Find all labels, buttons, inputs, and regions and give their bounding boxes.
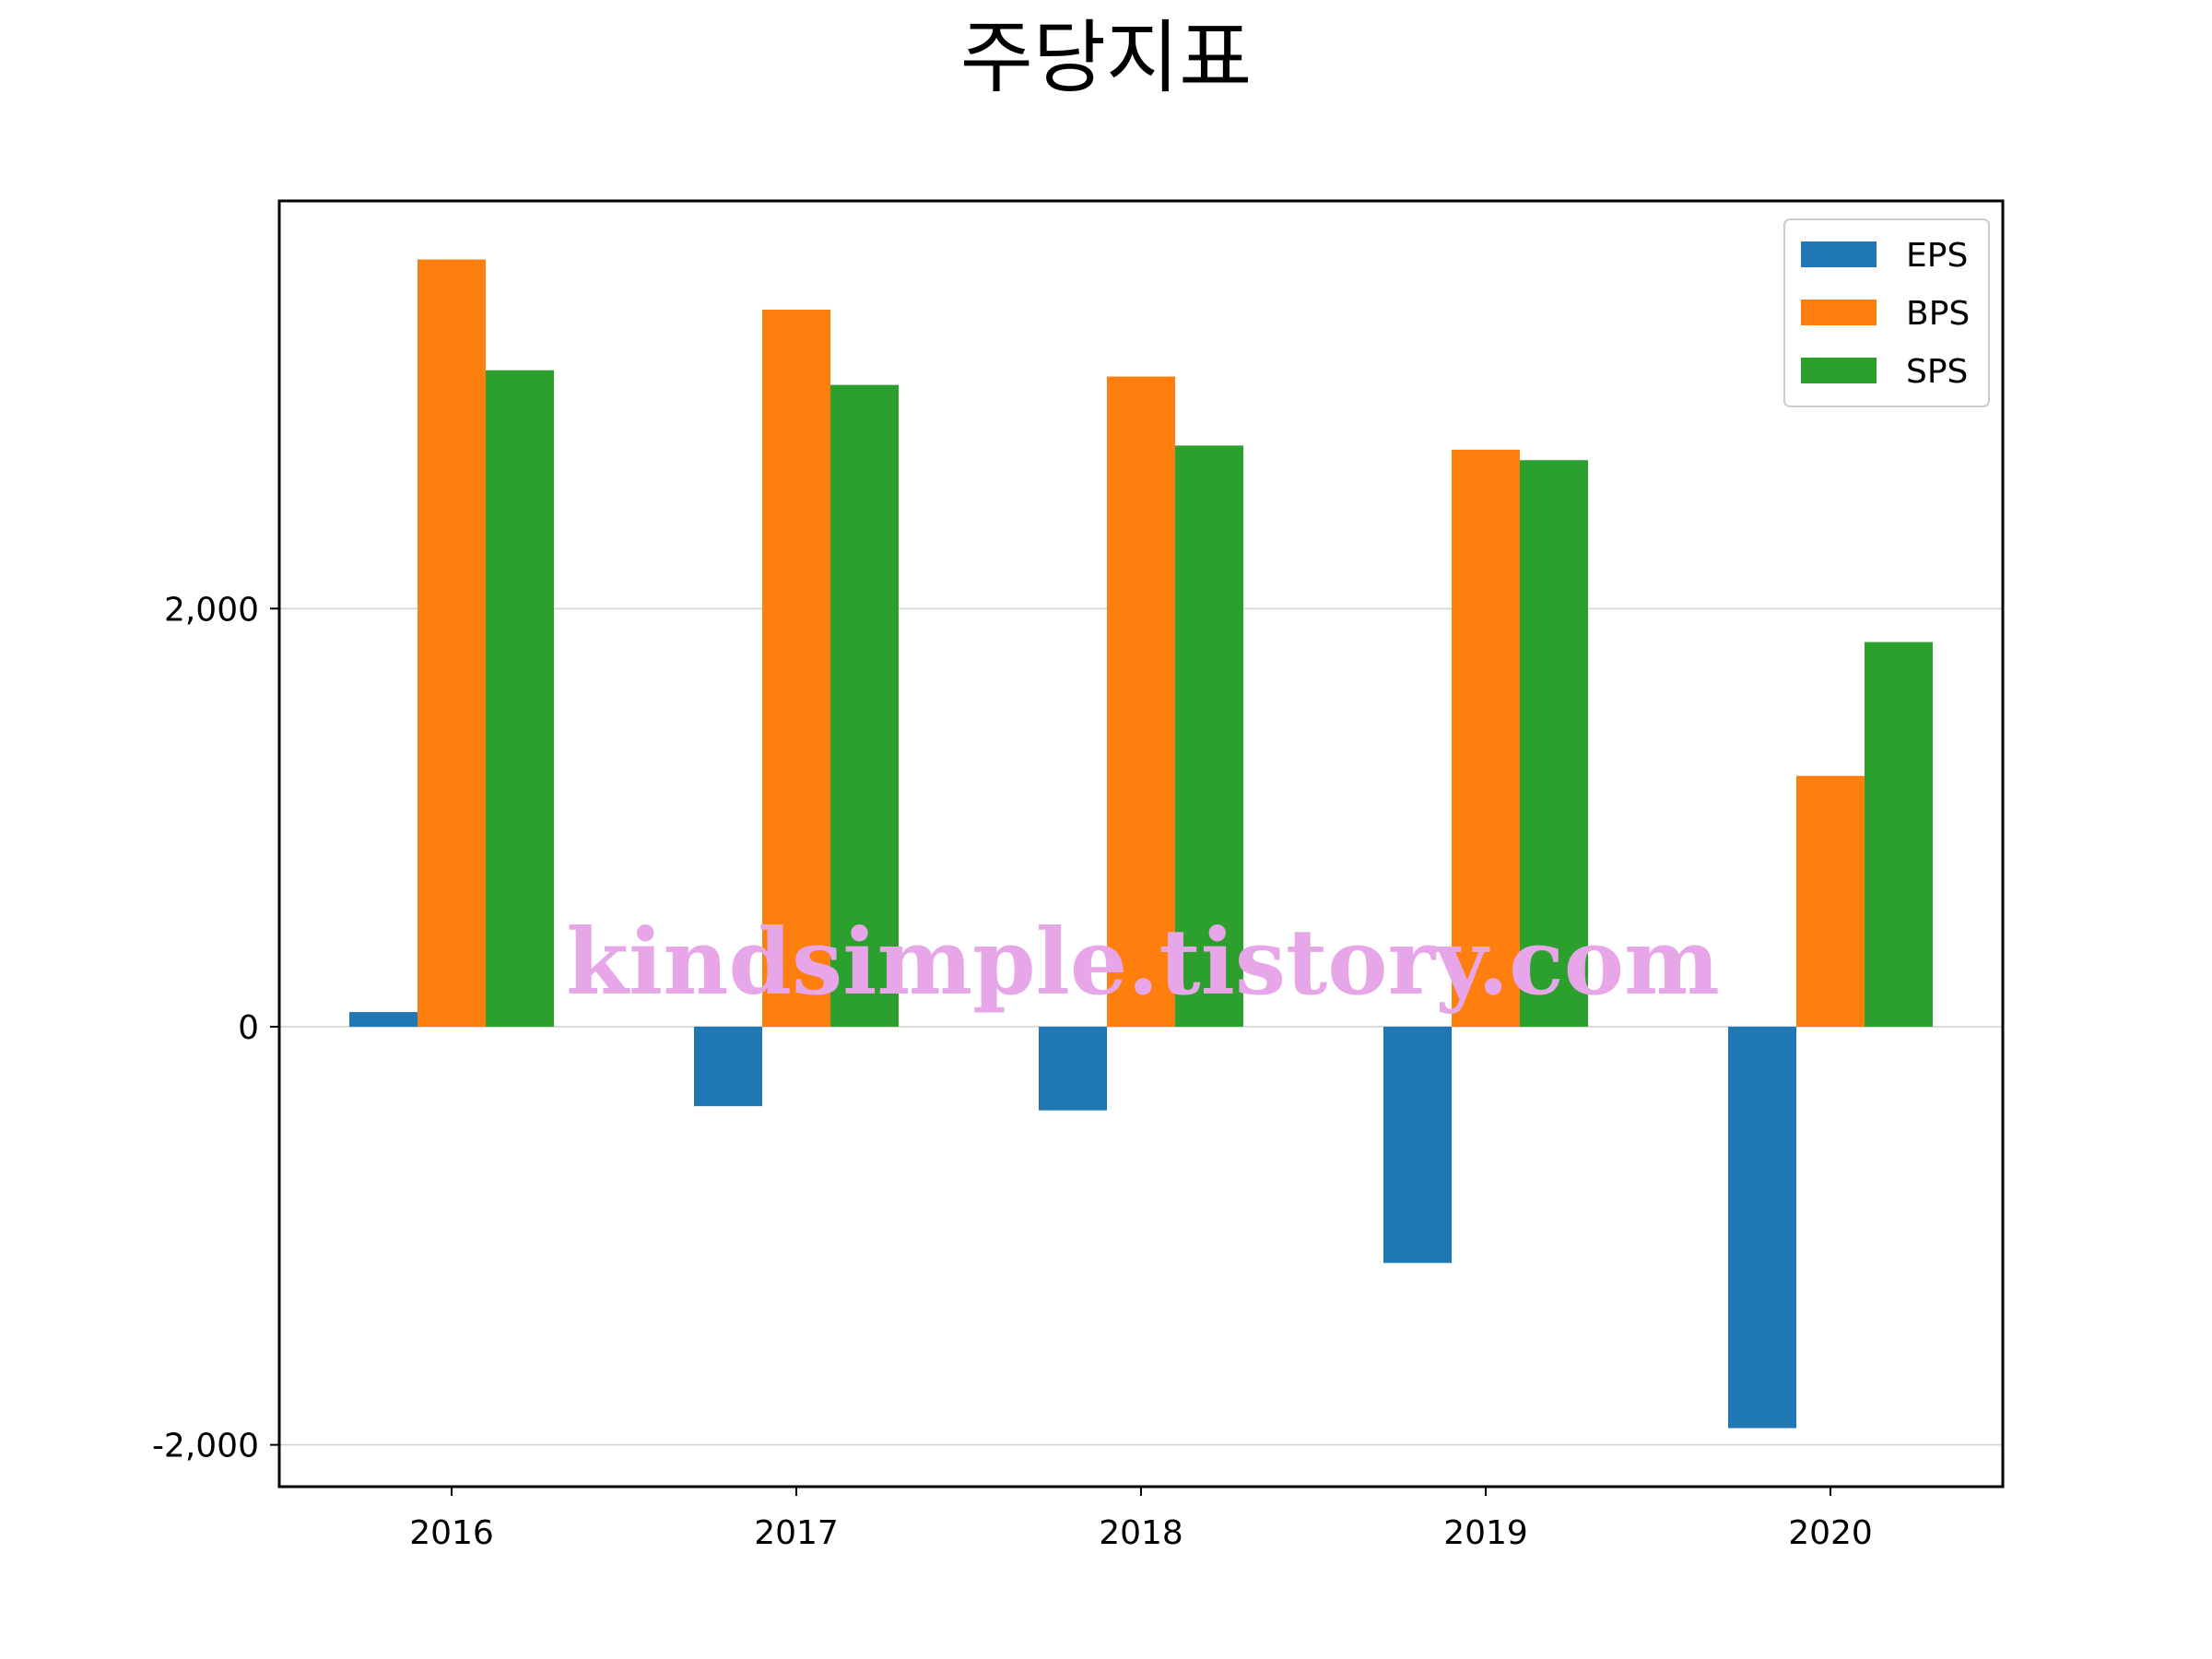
legend-swatch-eps bbox=[1801, 241, 1877, 267]
bar-sps-2020 bbox=[1865, 641, 1933, 1027]
x-tick-label: 2019 bbox=[1443, 1514, 1528, 1552]
bar-sps-2019 bbox=[1520, 460, 1588, 1027]
chart-title: 주당지표 bbox=[960, 12, 1252, 104]
x-tick-label: 2020 bbox=[1788, 1514, 1873, 1552]
x-tick-label: 2016 bbox=[409, 1514, 494, 1552]
bar-bps-2019 bbox=[1452, 449, 1520, 1027]
bar-sps-2018 bbox=[1175, 445, 1243, 1027]
bar-sps-2017 bbox=[830, 384, 899, 1027]
x-tick-label: 2018 bbox=[1099, 1514, 1183, 1552]
bar-sps-2016 bbox=[486, 370, 554, 1027]
bar-eps-2018 bbox=[1039, 1026, 1107, 1111]
legend-label-eps: EPS bbox=[1906, 237, 1968, 275]
y-tick-label: 0 bbox=[238, 1009, 259, 1047]
x-axis: 2016 2017 2018 2019 2020 bbox=[409, 1487, 1873, 1552]
x-tick-label: 2017 bbox=[754, 1514, 839, 1552]
y-axis: -2,000 0 2,000 bbox=[152, 591, 279, 1465]
legend-label-bps: BPS bbox=[1906, 295, 1970, 333]
bars bbox=[349, 259, 1933, 1429]
bar-bps-2016 bbox=[418, 259, 486, 1027]
watermark-text: kindsimple.tistory.com bbox=[566, 910, 1720, 1016]
bar-eps-2020 bbox=[1728, 1026, 1796, 1429]
bar-eps-2019 bbox=[1383, 1026, 1452, 1264]
legend: EPS BPS SPS bbox=[1783, 218, 1990, 407]
legend-label-sps: SPS bbox=[1906, 353, 1968, 391]
y-tick-label: -2,000 bbox=[152, 1428, 259, 1465]
bar-bps-2020 bbox=[1796, 775, 1865, 1027]
y-tick-label: 2,000 bbox=[164, 591, 259, 629]
watermark-layer: kindsimple.tistory.com bbox=[566, 910, 1720, 1016]
bar-bps-2018 bbox=[1107, 376, 1175, 1027]
legend-swatch-bps bbox=[1801, 300, 1877, 325]
bar-bps-2017 bbox=[762, 309, 830, 1027]
bar-eps-2017 bbox=[694, 1026, 762, 1107]
bar-eps-2016 bbox=[349, 1012, 418, 1027]
legend-swatch-sps bbox=[1801, 358, 1877, 383]
